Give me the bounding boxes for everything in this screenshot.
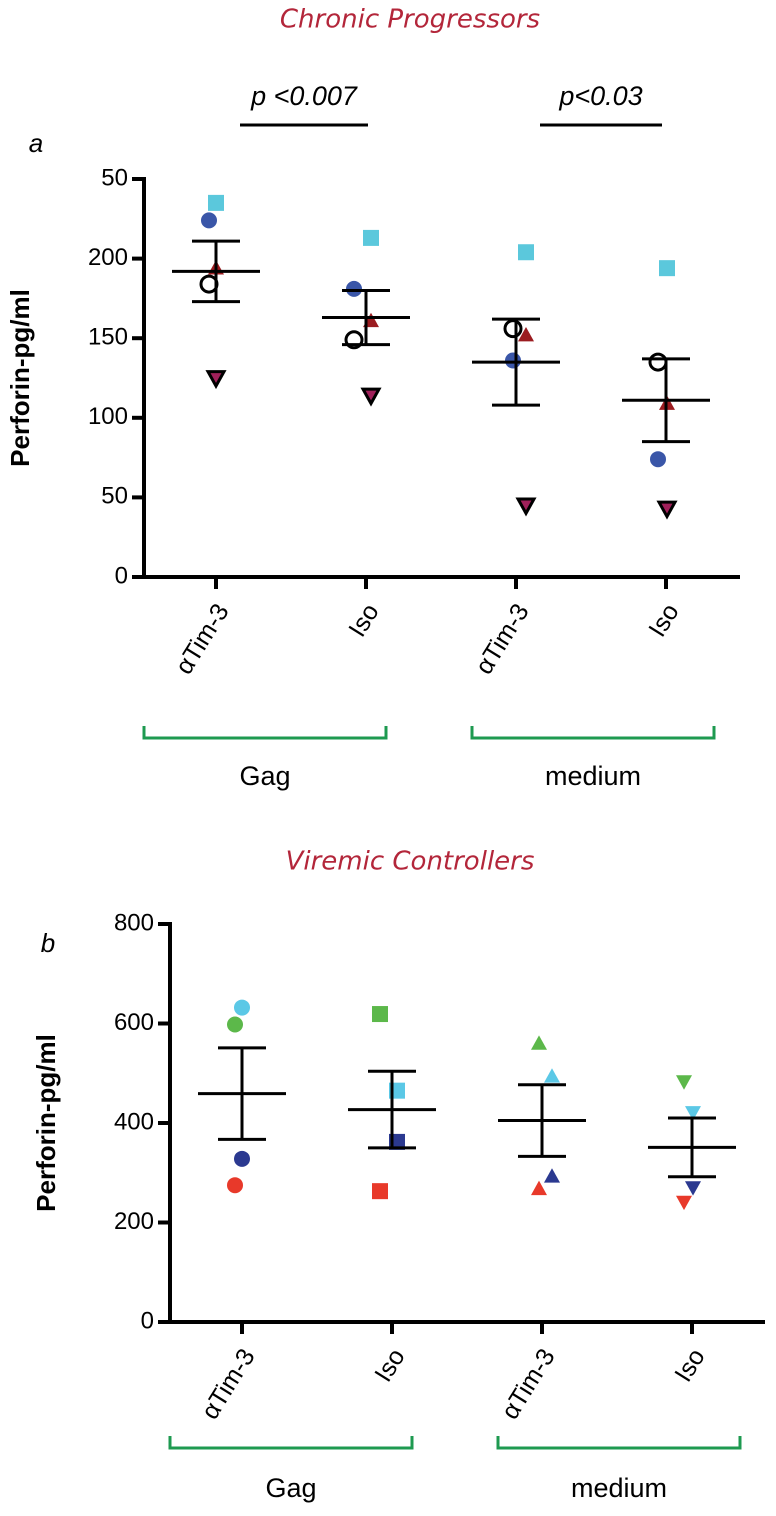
x-tick-label: αTim-3	[170, 599, 235, 679]
point	[363, 229, 379, 246]
group-bracket	[168, 1436, 414, 1450]
point	[372, 1006, 388, 1023]
point	[505, 352, 521, 369]
group-bracket	[142, 726, 388, 740]
point	[685, 1181, 701, 1196]
point	[208, 194, 224, 211]
point	[372, 1183, 388, 1200]
x-tick-label: Iso	[643, 599, 684, 642]
point	[503, 319, 523, 339]
group-bracket	[496, 1436, 742, 1450]
p-value: p <0.007	[250, 81, 358, 111]
x-tick-label: αTim-3	[196, 1344, 261, 1424]
point	[648, 352, 668, 372]
group-bracket	[470, 726, 716, 740]
y-tick-label: 200	[114, 1208, 154, 1235]
point	[515, 497, 537, 517]
point	[676, 1075, 692, 1090]
y-tick-label: 150	[88, 324, 128, 351]
y-tick-label: 600	[114, 1009, 154, 1036]
point	[227, 1016, 243, 1033]
point	[227, 1177, 243, 1194]
x-tick-label: Iso	[669, 1344, 710, 1387]
x-tick-label: Iso	[343, 599, 384, 642]
y-tick-label: 100	[88, 403, 128, 430]
point	[201, 212, 217, 229]
y-tick-label: 50	[101, 483, 128, 510]
group-label: medium	[545, 761, 641, 791]
y-tick-label: 200	[88, 244, 128, 271]
x-tick-label: αTim-3	[496, 1344, 561, 1424]
point	[234, 999, 250, 1016]
y-tick-label: 0	[115, 562, 128, 589]
x-tick-label: αTim-3	[470, 599, 535, 679]
y-tick-label: 400	[114, 1108, 154, 1135]
y-axis-label: Perforin-pg/ml	[5, 289, 35, 467]
point	[360, 387, 382, 407]
group-label: medium	[571, 1473, 667, 1503]
point	[518, 244, 534, 261]
point	[676, 1195, 692, 1211]
panel-label: a	[29, 128, 43, 158]
point	[531, 1035, 547, 1050]
point	[346, 280, 362, 297]
point	[685, 1106, 701, 1121]
y-tick-label: 800	[114, 909, 154, 936]
chart-title: Chronic Progressors	[280, 5, 540, 35]
point	[650, 451, 666, 468]
group-label: Gag	[239, 761, 290, 791]
x-tick-label: Iso	[369, 1344, 410, 1387]
group-label: Gag	[265, 1473, 316, 1503]
y-tick-label: 50	[101, 164, 128, 191]
point	[659, 260, 675, 277]
point	[544, 1068, 560, 1083]
point	[531, 1180, 547, 1196]
y-axis-label: Perforin-pg/ml	[31, 1034, 61, 1212]
chart-title: Viremic Controllers	[286, 847, 535, 877]
point	[234, 1150, 250, 1167]
y-tick-label: 0	[141, 1307, 154, 1334]
p-value: p<0.03	[558, 81, 642, 111]
point	[544, 1168, 560, 1183]
point	[518, 327, 534, 342]
panel-label: b	[41, 928, 55, 958]
point	[205, 370, 227, 390]
point	[656, 500, 678, 520]
